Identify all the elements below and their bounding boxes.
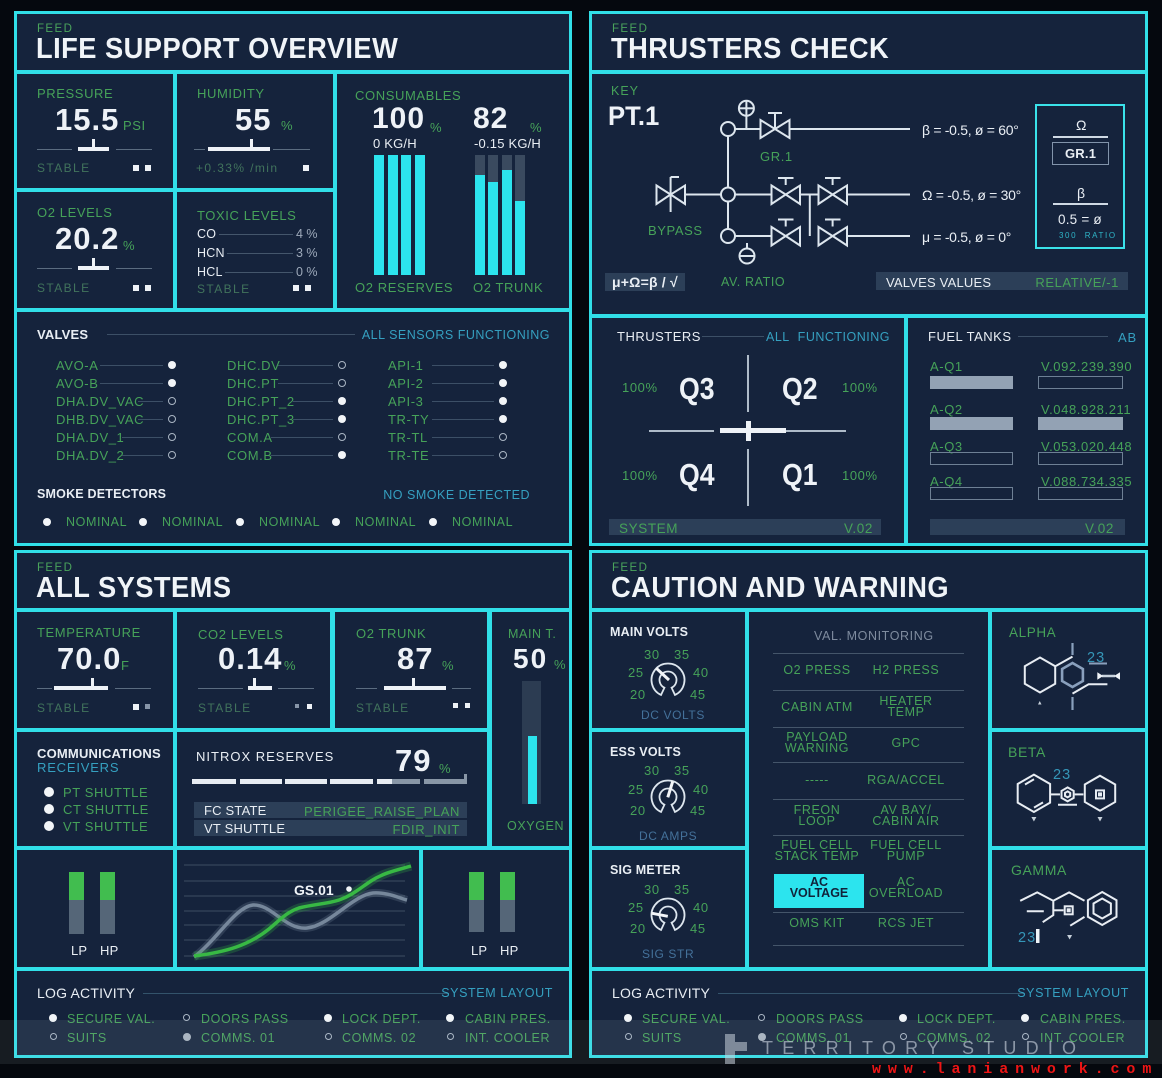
svg-text:23: 23	[1053, 767, 1071, 783]
svg-text:23: 23	[1087, 650, 1105, 666]
svg-text:23: 23	[1018, 930, 1036, 946]
svg-text:GS.01: GS.01	[294, 882, 334, 898]
